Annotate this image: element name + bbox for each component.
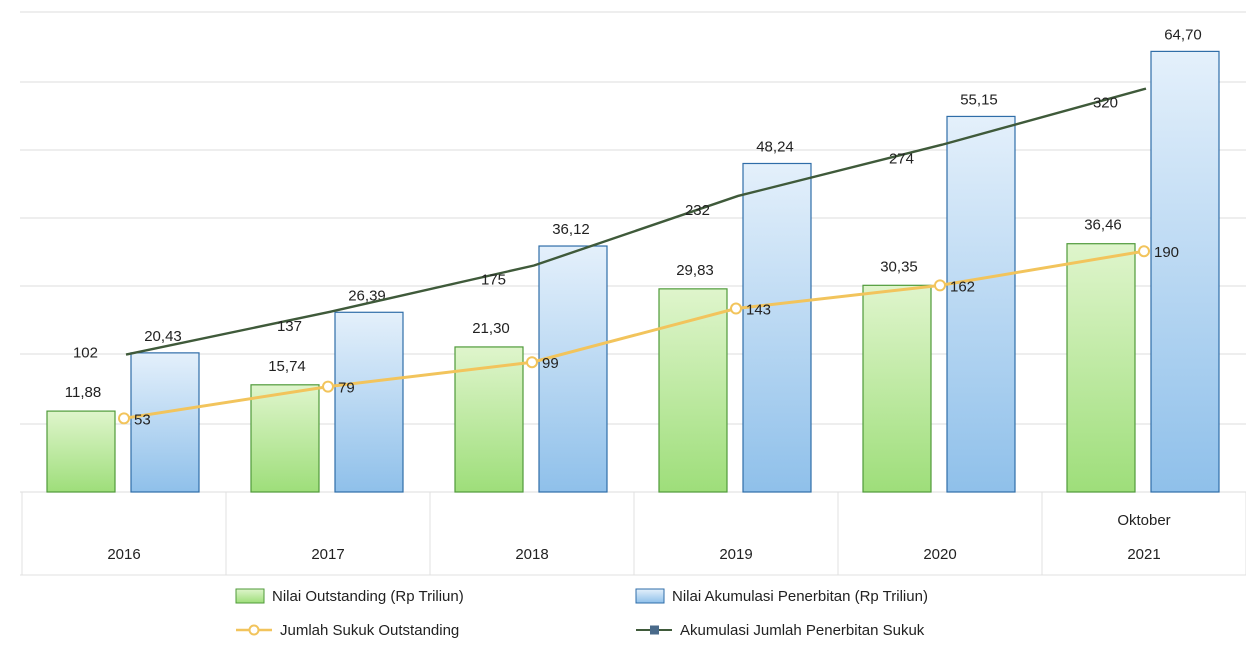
category-sublabel: Oktober — [1117, 512, 1170, 529]
line-point-jumlah-sukuk — [526, 356, 538, 369]
line-label-akumulasi-jumlah: 175 — [481, 272, 506, 289]
line-label-jumlah-sukuk: 143 — [746, 302, 771, 319]
line-point-jumlah-sukuk — [118, 412, 130, 425]
line-label-akumulasi-jumlah: 232 — [685, 202, 710, 219]
bar-label-nilai-akumulasi: 48,24 — [756, 138, 794, 155]
bar-nilai-akumulasi — [334, 311, 404, 493]
line-point-jumlah-sukuk — [1138, 245, 1150, 258]
bar-nilai-akumulasi — [130, 352, 200, 493]
line-label-jumlah-sukuk: 53 — [134, 411, 151, 428]
legend-swatch — [635, 588, 665, 604]
bar-label-nilai-akumulasi: 36,12 — [552, 221, 590, 238]
line-point-jumlah-sukuk — [322, 380, 334, 393]
bar-nilai-akumulasi — [538, 245, 608, 493]
bar-nilai-outstanding — [46, 410, 116, 493]
legend-label: Akumulasi Jumlah Penerbitan Sukuk — [680, 622, 925, 639]
category-label: 2020 — [923, 546, 956, 563]
legend-label: Nilai Akumulasi Penerbitan (Rp Triliun) — [672, 588, 928, 605]
bar-label-nilai-outstanding: 29,83 — [676, 262, 714, 279]
bar-label-nilai-akumulasi: 64,70 — [1164, 26, 1202, 43]
bar-nilai-outstanding — [250, 384, 320, 493]
bar-label-nilai-outstanding: 30,35 — [880, 258, 918, 275]
bar-label-nilai-outstanding: 11,88 — [65, 384, 101, 401]
bar-label-nilai-akumulasi: 20,43 — [144, 328, 182, 345]
category-label: 2021 — [1127, 546, 1160, 563]
bar-label-nilai-outstanding: 36,46 — [1084, 217, 1122, 234]
line-label-jumlah-sukuk: 79 — [338, 380, 355, 397]
legend-swatch-marker — [248, 624, 260, 636]
category-label: 2016 — [107, 546, 140, 563]
legend-label: Nilai Outstanding (Rp Triliun) — [272, 588, 464, 605]
category-label: 2018 — [515, 546, 548, 563]
line-label-jumlah-sukuk: 99 — [542, 355, 559, 372]
legend-swatch — [235, 588, 265, 604]
bar-label-nilai-outstanding: 15,74 — [268, 358, 306, 375]
bar-nilai-outstanding — [862, 284, 932, 493]
bar-nilai-outstanding — [1066, 243, 1136, 493]
line-akumulasi-jumlah — [125, 87, 1147, 356]
bar-nilai-akumulasi — [742, 162, 812, 493]
line-point-jumlah-sukuk — [934, 279, 946, 292]
category-label: 2019 — [719, 546, 752, 563]
line-label-akumulasi-jumlah: 137 — [277, 318, 302, 335]
bar-label-nilai-outstanding: 21,30 — [472, 320, 510, 337]
line-label-akumulasi-jumlah: 274 — [889, 151, 914, 168]
legend-label: Jumlah Sukuk Outstanding — [280, 622, 459, 639]
category-label: 2017 — [311, 546, 344, 563]
line-point-jumlah-sukuk — [730, 302, 742, 315]
bar-nilai-outstanding — [658, 288, 728, 493]
line-label-akumulasi-jumlah: 102 — [73, 345, 98, 362]
legend-swatch-marker — [650, 625, 659, 635]
line-label-jumlah-sukuk: 162 — [950, 278, 975, 295]
bar-nilai-akumulasi — [946, 115, 1016, 493]
line-label-jumlah-sukuk: 190 — [1154, 244, 1179, 261]
bar-label-nilai-akumulasi: 26,39 — [348, 287, 386, 304]
bar-label-nilai-akumulasi: 55,15 — [960, 91, 998, 108]
line-jumlah-sukuk — [123, 249, 1145, 420]
bar-nilai-akumulasi — [1150, 50, 1220, 493]
line-label-akumulasi-jumlah: 320 — [1093, 95, 1118, 112]
